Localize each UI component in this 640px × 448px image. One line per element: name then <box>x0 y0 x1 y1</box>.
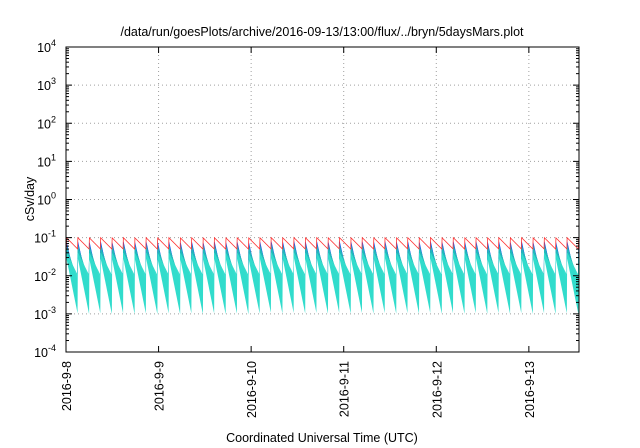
y-tick-label: 10-1 <box>34 229 56 246</box>
y-tick-label: 103 <box>37 76 56 93</box>
x-tick-label: 2016-9-10 <box>245 361 259 418</box>
plot-area <box>65 236 580 353</box>
y-tick-label: 100 <box>37 191 56 208</box>
y-tick-label: 10-3 <box>34 305 56 322</box>
y-tick-label: 101 <box>37 152 56 169</box>
y-axis-label: cSv/day <box>23 176 37 221</box>
chart-title: /data/run/goesPlots/archive/2016-09-13/1… <box>120 25 524 39</box>
y-tick-label: 104 <box>37 38 56 55</box>
x-tick-label: 2016-9-13 <box>523 361 537 418</box>
x-tick-label: 2016-9-8 <box>60 361 74 411</box>
y-axis-ticks: 10-4 10-3 10-2 10-1 100 101 102 103 104 <box>34 38 579 360</box>
x-axis-label: Coordinated Universal Time (UTC) <box>226 431 418 445</box>
y-tick-label: 102 <box>37 114 56 131</box>
x-tick-label: 2016-9-9 <box>153 361 167 411</box>
plot-background-mask <box>66 258 579 352</box>
upper-envelope-line <box>65 236 580 251</box>
y-tick-label: 10-4 <box>34 343 56 360</box>
x-tick-label: 2016-9-11 <box>338 361 352 417</box>
y-tick-label: 10-2 <box>34 267 56 284</box>
x-tick-label: 2016-9-12 <box>430 361 444 418</box>
x-axis-ticks: 2016-9-8 2016-9-9 2016-9-10 2016-9-11 2016-9… <box>60 47 537 418</box>
